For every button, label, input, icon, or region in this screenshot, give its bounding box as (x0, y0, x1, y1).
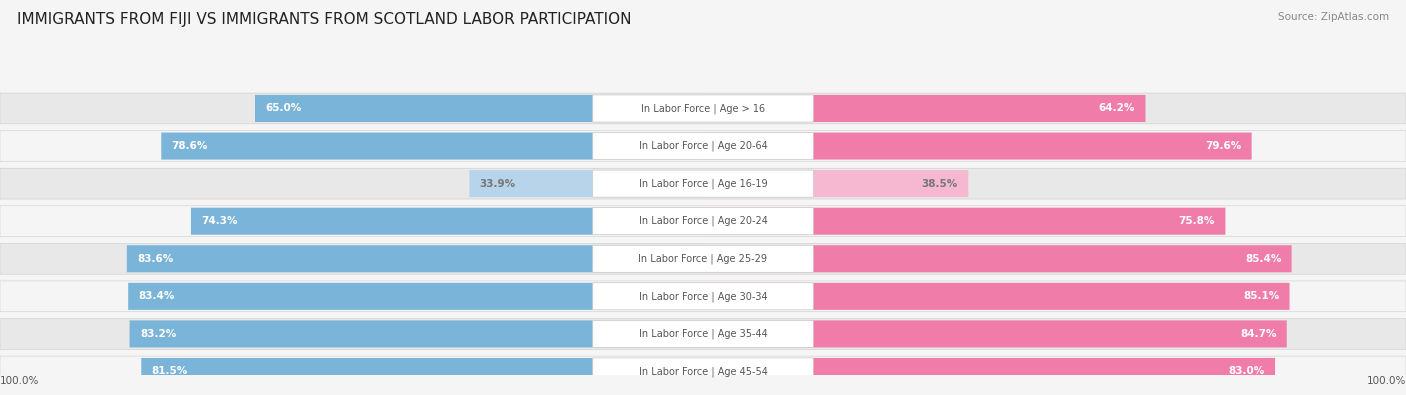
FancyBboxPatch shape (703, 320, 1286, 348)
Text: In Labor Force | Age 30-34: In Labor Force | Age 30-34 (638, 291, 768, 302)
Text: In Labor Force | Age 35-44: In Labor Force | Age 35-44 (638, 329, 768, 339)
FancyBboxPatch shape (129, 320, 703, 348)
Text: IMMIGRANTS FROM FIJI VS IMMIGRANTS FROM SCOTLAND LABOR PARTICIPATION: IMMIGRANTS FROM FIJI VS IMMIGRANTS FROM … (17, 12, 631, 27)
FancyBboxPatch shape (0, 356, 1406, 387)
FancyBboxPatch shape (0, 168, 1406, 199)
FancyBboxPatch shape (470, 170, 703, 197)
FancyBboxPatch shape (0, 93, 1406, 124)
FancyBboxPatch shape (0, 131, 1406, 162)
Text: 33.9%: 33.9% (479, 179, 516, 189)
FancyBboxPatch shape (593, 133, 813, 160)
Text: 81.5%: 81.5% (152, 367, 188, 376)
Text: Source: ZipAtlas.com: Source: ZipAtlas.com (1278, 12, 1389, 22)
Text: 84.7%: 84.7% (1240, 329, 1277, 339)
FancyBboxPatch shape (703, 133, 1251, 160)
FancyBboxPatch shape (162, 133, 703, 160)
FancyBboxPatch shape (593, 95, 813, 122)
Text: 83.6%: 83.6% (138, 254, 173, 264)
Text: 83.4%: 83.4% (139, 292, 174, 301)
Text: 78.6%: 78.6% (172, 141, 208, 151)
Text: In Labor Force | Age 25-29: In Labor Force | Age 25-29 (638, 254, 768, 264)
FancyBboxPatch shape (703, 283, 1289, 310)
FancyBboxPatch shape (703, 245, 1292, 272)
Text: 64.2%: 64.2% (1098, 103, 1135, 113)
FancyBboxPatch shape (703, 358, 1275, 385)
Text: 83.0%: 83.0% (1229, 367, 1265, 376)
Text: 79.6%: 79.6% (1205, 141, 1241, 151)
Text: In Labor Force | Age 20-24: In Labor Force | Age 20-24 (638, 216, 768, 226)
FancyBboxPatch shape (128, 283, 703, 310)
Text: In Labor Force | Age 20-64: In Labor Force | Age 20-64 (638, 141, 768, 151)
FancyBboxPatch shape (0, 318, 1406, 349)
FancyBboxPatch shape (703, 208, 1226, 235)
Text: 85.1%: 85.1% (1243, 292, 1279, 301)
Text: In Labor Force | Age > 16: In Labor Force | Age > 16 (641, 103, 765, 114)
FancyBboxPatch shape (593, 170, 813, 197)
Text: 100.0%: 100.0% (1367, 376, 1406, 386)
FancyBboxPatch shape (127, 245, 703, 272)
FancyBboxPatch shape (0, 281, 1406, 312)
Text: 75.8%: 75.8% (1178, 216, 1215, 226)
FancyBboxPatch shape (593, 245, 813, 272)
Text: In Labor Force | Age 45-54: In Labor Force | Age 45-54 (638, 366, 768, 377)
FancyBboxPatch shape (593, 320, 813, 348)
FancyBboxPatch shape (0, 243, 1406, 274)
Text: 83.2%: 83.2% (141, 329, 176, 339)
FancyBboxPatch shape (593, 208, 813, 235)
FancyBboxPatch shape (703, 170, 969, 197)
FancyBboxPatch shape (593, 358, 813, 385)
FancyBboxPatch shape (254, 95, 703, 122)
Text: In Labor Force | Age 16-19: In Labor Force | Age 16-19 (638, 179, 768, 189)
FancyBboxPatch shape (593, 283, 813, 310)
Text: 74.3%: 74.3% (201, 216, 238, 226)
FancyBboxPatch shape (0, 206, 1406, 237)
Text: 65.0%: 65.0% (266, 103, 302, 113)
FancyBboxPatch shape (141, 358, 703, 385)
Text: 85.4%: 85.4% (1244, 254, 1281, 264)
FancyBboxPatch shape (191, 208, 703, 235)
Text: 100.0%: 100.0% (0, 376, 39, 386)
Text: 38.5%: 38.5% (922, 179, 957, 189)
FancyBboxPatch shape (703, 95, 1146, 122)
